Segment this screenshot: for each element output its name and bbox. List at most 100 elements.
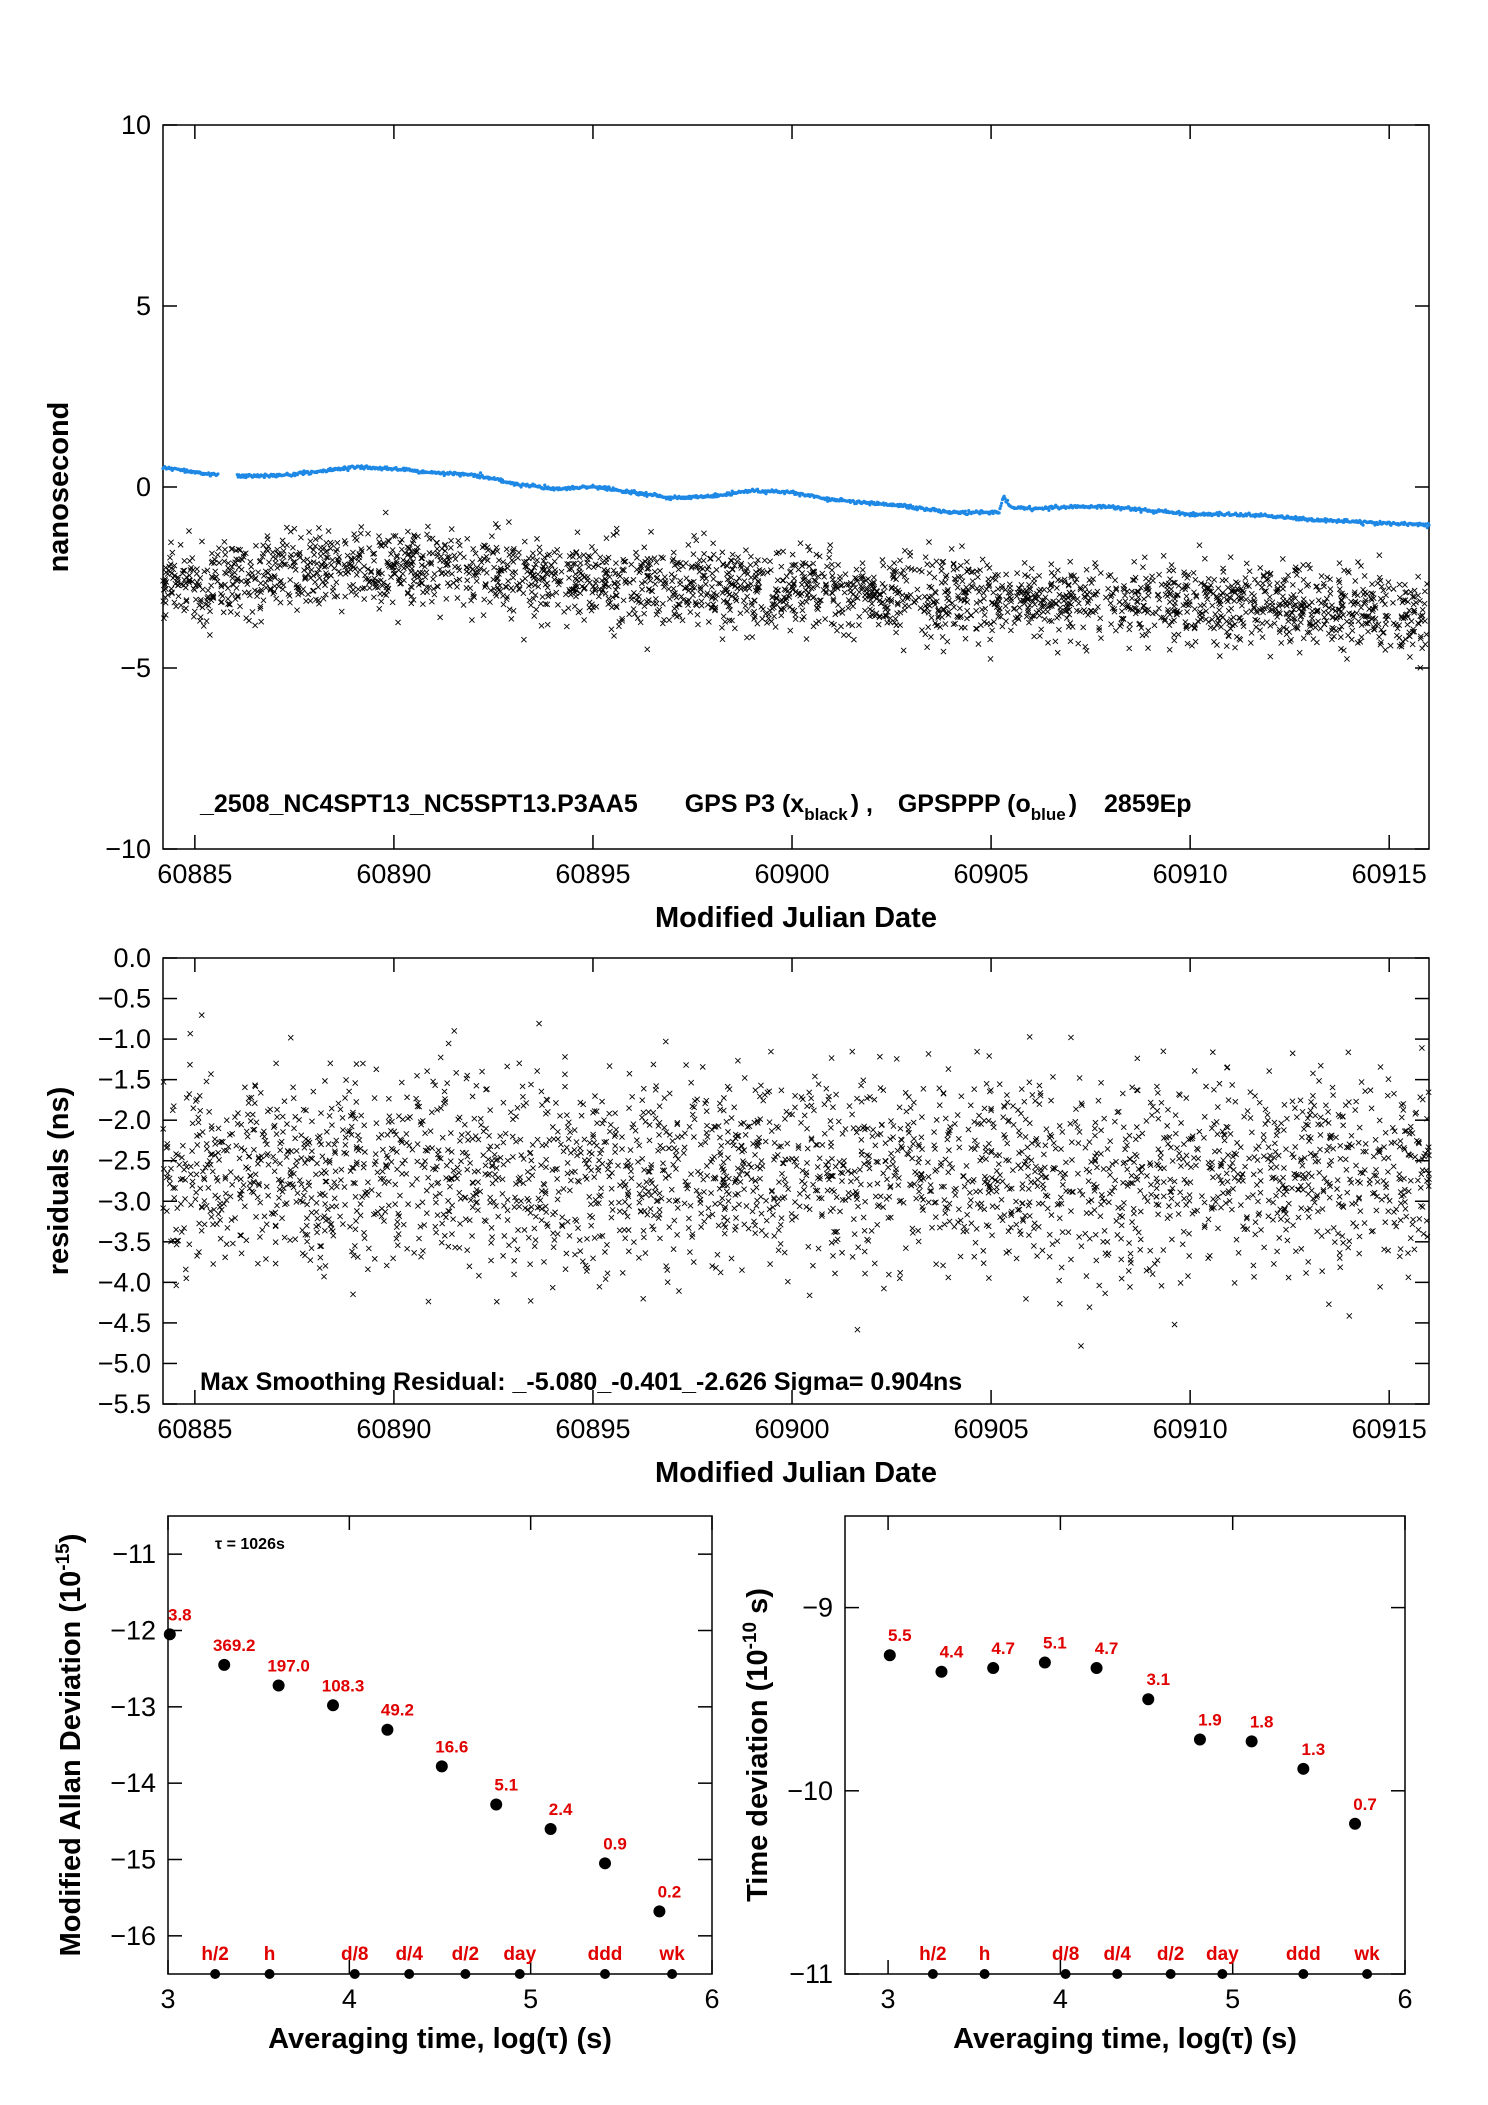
gps-p3-point xyxy=(1184,608,1191,615)
gps-p3-point xyxy=(588,543,595,550)
residual-point xyxy=(1092,1119,1099,1126)
gps-p3-point xyxy=(800,613,807,620)
gps-p3-point xyxy=(1383,592,1389,599)
residual-point xyxy=(1237,1144,1244,1151)
residual-point xyxy=(753,1202,760,1209)
gps-p3-point xyxy=(312,579,319,586)
residual-point xyxy=(411,1249,418,1256)
gps-p3-point xyxy=(636,569,643,576)
gps-p3-point xyxy=(945,611,952,618)
gps-p3-point xyxy=(641,610,648,617)
gps-p3-point xyxy=(249,570,256,576)
gps-p3-point xyxy=(797,540,804,547)
gps-p3-point xyxy=(525,582,532,589)
residual-point xyxy=(478,1122,485,1128)
gps-p3-point xyxy=(1344,567,1351,574)
gps-p3-point xyxy=(951,604,957,611)
residual-point xyxy=(872,1193,879,1200)
gps-p3-point xyxy=(1220,614,1226,621)
gps-p3-point xyxy=(1382,646,1389,653)
residual-point xyxy=(920,1085,927,1092)
residual-point xyxy=(1397,1138,1404,1144)
residual-point xyxy=(719,1195,726,1202)
gps-p3-point xyxy=(572,571,579,578)
residual-point xyxy=(277,1160,283,1167)
gps-p3-point xyxy=(500,592,506,599)
residual-point xyxy=(296,1116,303,1123)
gps-p3-point xyxy=(536,549,543,556)
gps-p3-point xyxy=(822,616,829,622)
gps-p3-point xyxy=(1126,626,1133,633)
gpsppp-point xyxy=(1427,523,1431,527)
gps-p3-point xyxy=(881,584,888,590)
residual-point xyxy=(1414,1177,1421,1184)
gps-p3-point xyxy=(248,563,255,570)
residual-point xyxy=(1362,1148,1369,1155)
residual-point xyxy=(1373,1207,1380,1214)
gps-p3-point xyxy=(1155,591,1161,598)
gps-p3-point xyxy=(307,597,314,604)
gps-p3-point xyxy=(719,636,726,643)
gps-p3-point xyxy=(431,571,438,577)
gps-p3-point xyxy=(1166,567,1173,574)
residual-point xyxy=(536,1020,542,1027)
gps-p3-point xyxy=(829,590,836,597)
residual-point xyxy=(848,1178,854,1185)
residual-point xyxy=(849,1048,856,1055)
residual-point xyxy=(1154,1179,1161,1186)
residual-point xyxy=(994,1204,1001,1211)
gps-p3-point xyxy=(527,602,534,609)
gps-p3-point xyxy=(1369,581,1376,588)
gps-p3-point xyxy=(197,574,204,581)
gps-p3-point xyxy=(452,563,458,570)
gps-p3-point xyxy=(199,538,205,545)
gps-p3-point xyxy=(1211,638,1217,645)
gps-p3-point xyxy=(1329,636,1335,643)
gps-p3-point xyxy=(893,629,899,636)
residual-point xyxy=(608,1200,615,1207)
gps-p3-point xyxy=(1232,644,1238,651)
gps-p3-point xyxy=(979,556,986,563)
residual-point xyxy=(784,1140,791,1147)
gps-p3-point xyxy=(1036,633,1043,639)
gps-p3-point xyxy=(626,611,633,618)
gps-p3-point xyxy=(181,607,188,614)
gps-p3-point xyxy=(731,625,738,632)
gps-p3-point xyxy=(747,553,754,560)
gps-p3-point xyxy=(1382,601,1388,608)
residual-point xyxy=(971,1086,978,1093)
gps-p3-point xyxy=(767,567,774,574)
residual-point xyxy=(1400,1107,1407,1113)
gps-p3-point xyxy=(933,558,940,565)
residual-point xyxy=(833,1194,840,1201)
residual-point xyxy=(849,1111,856,1118)
gps-p3-point xyxy=(211,556,218,563)
residual-point xyxy=(1168,1236,1175,1243)
gps-p3-point xyxy=(771,613,778,620)
gps-p3-point xyxy=(1175,582,1182,589)
residual-point xyxy=(534,1136,541,1143)
gps-p3-point xyxy=(720,613,727,620)
gps-p3-point xyxy=(1096,627,1103,634)
gps-p3-point xyxy=(981,612,988,618)
gps-p3-point xyxy=(1260,609,1266,616)
residual-point xyxy=(298,1155,305,1161)
gps-p3-point xyxy=(1201,555,1208,562)
residual-point xyxy=(1326,1162,1333,1169)
gps-p3-point xyxy=(879,557,886,563)
gps-p3-point xyxy=(330,584,337,591)
residual-point xyxy=(804,1193,811,1200)
gps-p3-point xyxy=(398,546,405,553)
residual-point xyxy=(1048,1097,1054,1104)
residual-point xyxy=(1043,1126,1050,1133)
gps-p3-point xyxy=(388,574,394,581)
gps-p3-point xyxy=(306,529,313,535)
gps-p3-point xyxy=(928,584,935,591)
residual-point xyxy=(806,1206,813,1213)
gps-p3-point xyxy=(252,622,259,629)
residual-point xyxy=(494,1143,501,1150)
gps-p3-point xyxy=(592,585,599,592)
residual-point xyxy=(941,1221,948,1228)
gps-p3-point xyxy=(318,548,324,555)
gps-p3-point xyxy=(1263,599,1270,606)
